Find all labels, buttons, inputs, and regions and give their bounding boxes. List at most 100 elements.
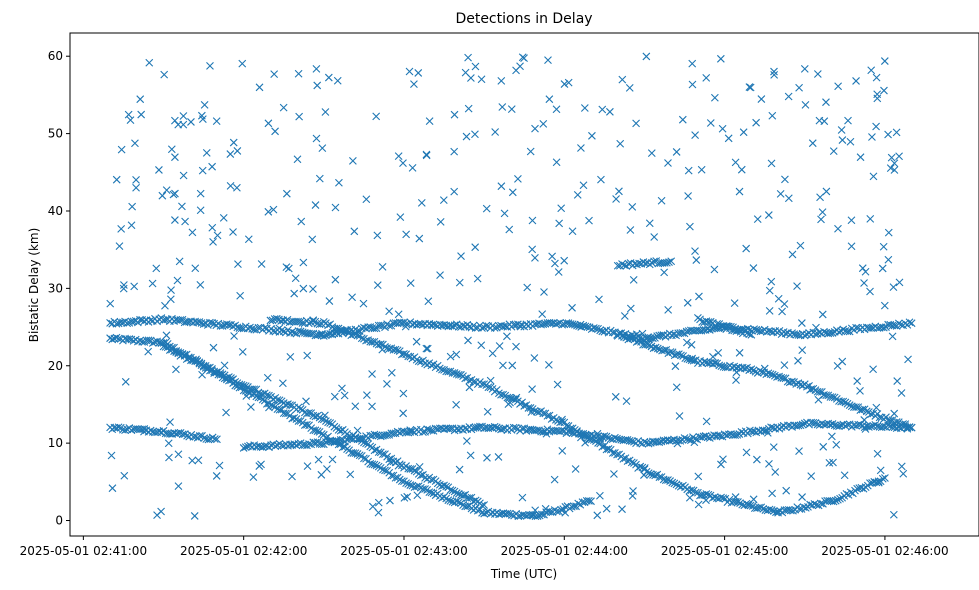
scatter-point [357, 334, 366, 343]
scatter-point [653, 344, 662, 353]
scatter-point [897, 320, 905, 329]
scatter-point [236, 291, 245, 300]
scatter-point [394, 152, 403, 161]
scatter-point [778, 307, 786, 316]
scatter-point [834, 495, 842, 504]
scatter-point [311, 201, 320, 209]
scatter-point [678, 328, 687, 337]
scatter-point [710, 493, 719, 501]
scatter-point [419, 428, 427, 437]
scatter-point [385, 307, 394, 316]
scatter-point [483, 407, 492, 416]
scatter-point [520, 54, 528, 63]
scatter-point [402, 230, 411, 239]
scatter-point [843, 327, 852, 336]
scatter-point [568, 303, 576, 312]
scatter-point [560, 256, 569, 265]
scatter-point [299, 284, 308, 293]
scatter-point [753, 215, 762, 224]
scatter-point [136, 95, 145, 104]
scatter-point [311, 426, 320, 435]
scatter-point [577, 430, 586, 439]
scatter-point [872, 73, 881, 82]
scatter-point [338, 443, 347, 452]
scatter-point [640, 464, 649, 472]
scatter-point [846, 137, 855, 146]
scatter-point [839, 397, 848, 406]
scatter-point [284, 264, 293, 273]
scatter-point [878, 264, 887, 273]
scatter-point [235, 380, 244, 389]
scatter-point [132, 176, 140, 184]
scatter-point [874, 477, 883, 486]
scatter-point [892, 128, 901, 137]
scatter-point [539, 320, 548, 329]
scatter-point [408, 164, 417, 172]
scatter-point [381, 466, 389, 475]
scatter-point [400, 493, 409, 502]
scatter-point [465, 322, 474, 331]
scatter-point [904, 355, 912, 364]
scatter-point [427, 475, 436, 484]
scatter-point [424, 297, 433, 306]
scatter-point [829, 458, 837, 467]
scatter-point [798, 420, 807, 429]
scatter-point [198, 166, 207, 175]
scatter-point [140, 427, 148, 436]
scatter-point [819, 442, 828, 451]
scatter-point [284, 400, 292, 408]
scatter-point [164, 439, 173, 448]
scatter-point [742, 448, 751, 457]
scatter-point [553, 380, 562, 389]
scatter-point [897, 389, 906, 397]
scatter-point [592, 324, 600, 333]
scatter-point [508, 188, 517, 197]
scatter-point [564, 427, 573, 436]
scatter-point [845, 401, 854, 410]
scatter-point [400, 318, 408, 327]
scatter-point [731, 158, 740, 167]
scatter-point [518, 493, 527, 502]
scatter-point [480, 509, 489, 518]
scatter-point [528, 510, 537, 519]
scatter-point [138, 337, 147, 346]
scatter-point [801, 503, 810, 512]
scatter-point [446, 424, 455, 433]
scatter-point [478, 501, 486, 510]
scatter-point [688, 80, 697, 89]
scatter-point [897, 462, 906, 471]
scatter-point [890, 159, 899, 168]
scatter-point [260, 323, 269, 332]
scatter-point [422, 344, 431, 353]
scatter-point [212, 117, 221, 125]
scatter-point [664, 305, 673, 314]
scatter-point [719, 455, 727, 464]
scatter-point [732, 368, 741, 377]
scatter-point [775, 372, 784, 381]
scatter-point [204, 435, 213, 444]
scatter-point [374, 448, 383, 457]
scatter-point [399, 409, 408, 418]
scatter-point [328, 330, 337, 339]
scatter-point [684, 166, 693, 175]
scatter-point [312, 64, 321, 73]
scatter-point [198, 115, 207, 124]
scatter-point [136, 336, 144, 345]
scatter-point [405, 67, 414, 76]
scatter-point [166, 295, 175, 304]
scatter-point [768, 370, 777, 379]
scatter-point [241, 443, 250, 452]
scatter-point [831, 496, 840, 505]
scatter-point [611, 392, 620, 401]
scatter-point [144, 347, 153, 356]
scatter-point [336, 436, 345, 444]
scatter-point [396, 213, 405, 221]
scatter-point [427, 488, 436, 497]
scatter-point [436, 218, 445, 226]
scatter-point [644, 333, 652, 341]
scatter-point [196, 189, 205, 198]
scatter-point [121, 426, 129, 435]
scatter-point [581, 438, 589, 447]
scatter-point [539, 119, 548, 128]
scatter-point [455, 278, 464, 287]
